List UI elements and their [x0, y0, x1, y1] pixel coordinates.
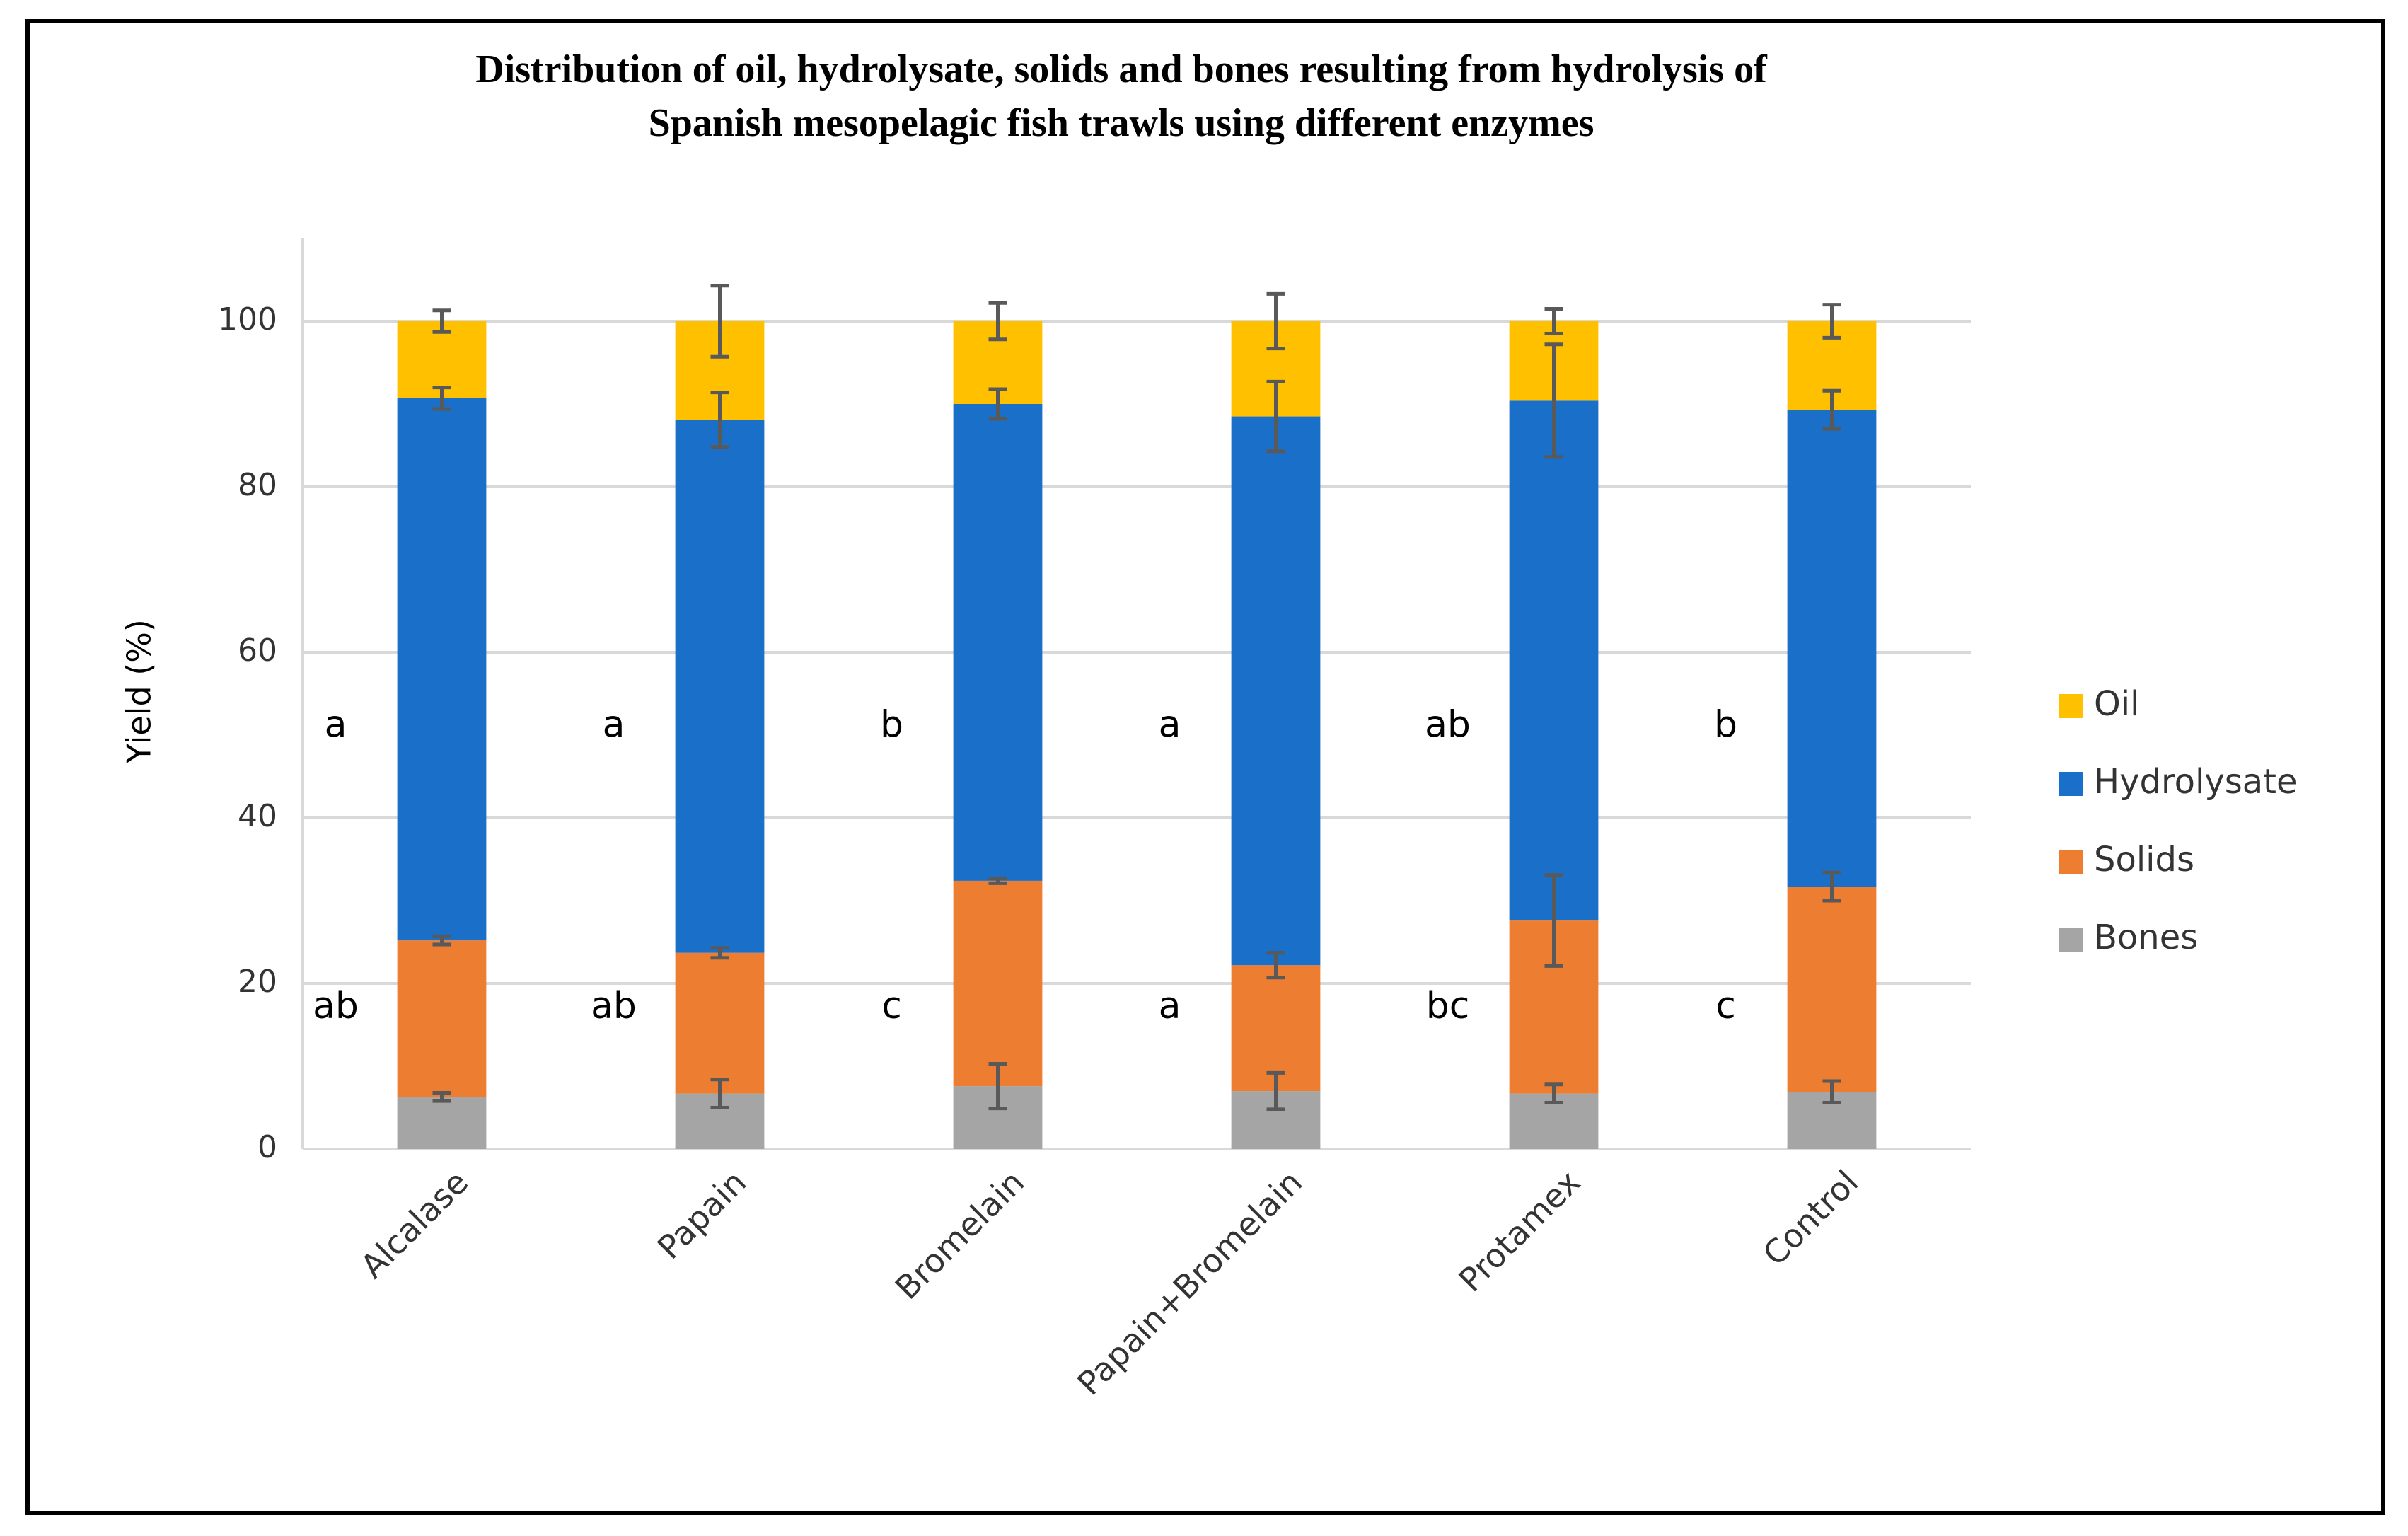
- y-tick-label: 80: [238, 467, 277, 503]
- significance-letter: c: [1715, 985, 1736, 1027]
- bar-segment: [397, 321, 487, 398]
- legend-label: Hydrolysate: [2094, 762, 2298, 802]
- y-axis-label: Yield (%): [120, 619, 158, 764]
- error-bar: [710, 284, 729, 359]
- x-tick-label: Control: [1756, 1163, 1866, 1274]
- error-bar: [1544, 873, 1563, 968]
- error-bar: [1822, 303, 1841, 340]
- error-bar: [710, 1078, 729, 1109]
- bar-segment: [953, 880, 1043, 1087]
- bar-segment: [1509, 400, 1599, 921]
- significance-letter: a: [603, 703, 625, 746]
- y-tick-label: 0: [257, 1129, 277, 1165]
- error-bar: [710, 391, 729, 449]
- significance-letter: bc: [1426, 985, 1470, 1027]
- error-bar: [1266, 291, 1285, 351]
- error-bar: [710, 946, 729, 960]
- x-tick-label: Papain+Bromelain: [1070, 1163, 1309, 1403]
- bar-segment: [1231, 965, 1321, 1092]
- error-bar: [1822, 1079, 1841, 1104]
- significance-letter: ab: [313, 985, 359, 1027]
- legend-label: Solids: [2094, 840, 2194, 879]
- x-tick-label: Protamex: [1451, 1163, 1587, 1300]
- bar-segment: [1787, 887, 1877, 1092]
- error-bar: [432, 934, 451, 947]
- chart-title: Distribution of oil, hydrolysate, solids…: [475, 47, 1767, 145]
- bar-segment: [953, 404, 1043, 881]
- legend-swatch: [2059, 850, 2083, 874]
- bar-segment: [397, 1097, 487, 1149]
- x-tick-label: Alcalase: [353, 1163, 475, 1286]
- legend-swatch: [2059, 694, 2083, 718]
- significance-letter: c: [881, 985, 902, 1027]
- y-tick-label: 60: [238, 633, 277, 669]
- error-bar: [1266, 951, 1285, 980]
- error-bar: [1544, 1082, 1563, 1104]
- significance-letter: b: [880, 703, 903, 746]
- error-bar: [988, 876, 1007, 885]
- error-bar: [1266, 379, 1285, 454]
- error-bar: [432, 386, 451, 411]
- error-bar: [988, 387, 1007, 421]
- bar-segment: [397, 398, 487, 941]
- bar-segment: [675, 952, 765, 1094]
- significance-letter: a: [1159, 985, 1181, 1027]
- error-bar: [1544, 306, 1563, 336]
- significance-letter: ab: [591, 985, 637, 1027]
- x-tick-label: Papain: [650, 1163, 754, 1267]
- error-bar: [988, 301, 1007, 342]
- legend-label: Oil: [2094, 684, 2139, 724]
- legend-label: Bones: [2094, 918, 2198, 957]
- error-bar: [432, 308, 451, 334]
- error-bar: [1544, 342, 1563, 459]
- significance-letter: b: [1714, 703, 1737, 746]
- error-bar: [1822, 388, 1841, 431]
- error-bar: [988, 1061, 1007, 1111]
- frame: [25, 19, 2385, 1515]
- bar-segment: [397, 940, 487, 1097]
- significance-letter: ab: [1425, 703, 1471, 746]
- bar-segment: [675, 420, 765, 953]
- significance-letter: a: [1159, 703, 1181, 746]
- bar-segment: [1231, 416, 1321, 966]
- y-tick-label: 100: [218, 301, 277, 337]
- error-bar: [1822, 870, 1841, 903]
- legend-swatch: [2059, 928, 2083, 952]
- significance-letter: a: [325, 703, 347, 746]
- bar-segment: [1787, 410, 1877, 887]
- x-tick-label: Bromelain: [888, 1163, 1031, 1307]
- legend-swatch: [2059, 772, 2083, 796]
- error-bar: [1266, 1070, 1285, 1111]
- error-bar: [432, 1090, 451, 1103]
- y-tick-label: 40: [238, 798, 277, 834]
- y-tick-label: 20: [238, 964, 277, 1000]
